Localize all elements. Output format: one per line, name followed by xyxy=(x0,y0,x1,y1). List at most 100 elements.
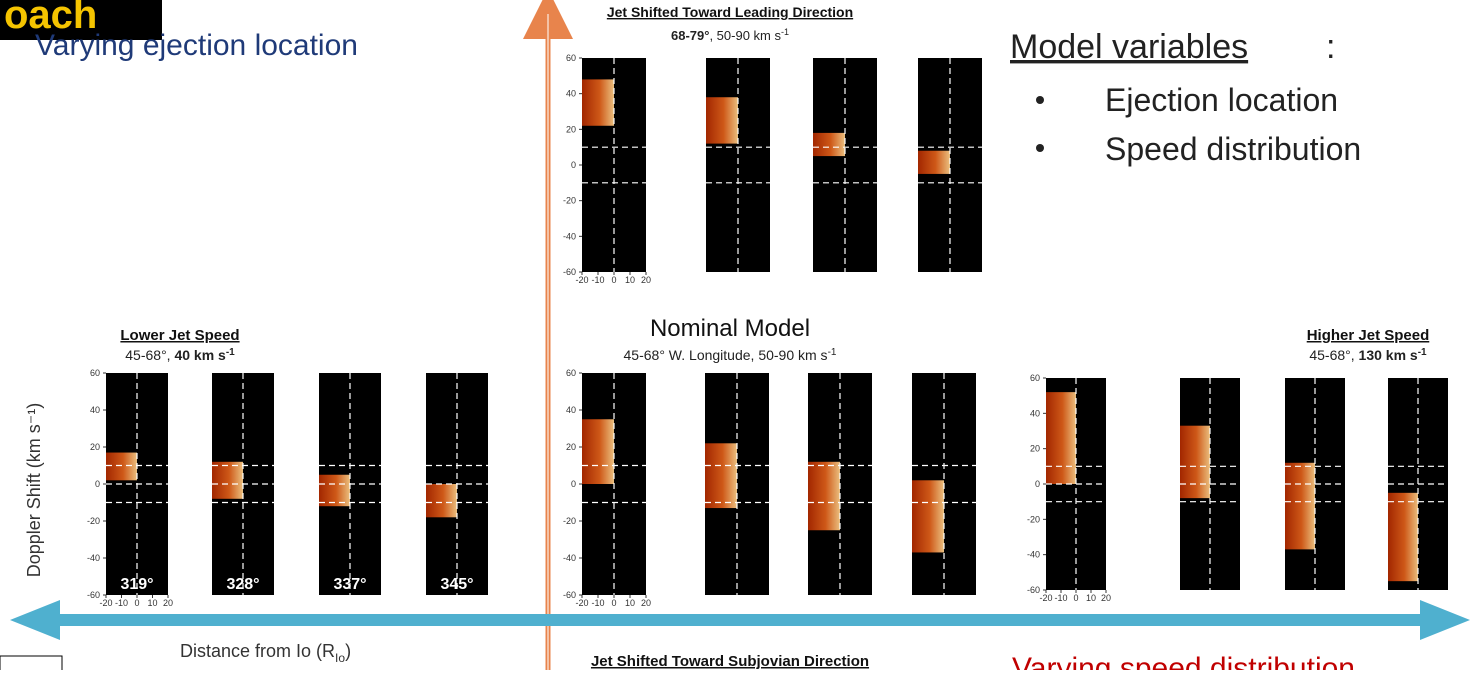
y-tick-label: 40 xyxy=(90,405,100,415)
y-tick-label: 0 xyxy=(95,479,100,489)
emission xyxy=(912,480,944,552)
emission xyxy=(319,475,350,506)
y-tick-label: 60 xyxy=(90,368,100,378)
slide-canvas: oach Varying ejection location Model var… xyxy=(0,0,1480,670)
emission xyxy=(918,151,950,174)
subtitle-superscript: -1 xyxy=(226,347,235,358)
x-axis-label-sub: Io xyxy=(335,651,345,665)
panel-subtitle: 45-68°, 130 km s-1 xyxy=(1309,347,1427,363)
x-tick-label: -20 xyxy=(575,598,588,608)
y-tick-label: -40 xyxy=(563,553,576,563)
bullet-dot xyxy=(1036,96,1044,104)
subtitle-part: 68-79° xyxy=(671,28,709,43)
x-tick-label: 10 xyxy=(147,598,157,608)
y-tick-label: 40 xyxy=(566,89,576,99)
x-tick-label: 20 xyxy=(641,598,651,608)
x-axis-label-main: Distance from Io (R xyxy=(180,641,335,661)
x-tick-label: 20 xyxy=(1101,593,1111,603)
y-tick-label: -40 xyxy=(87,553,100,563)
y-tick-label: -60 xyxy=(563,267,576,277)
y-tick-label: 40 xyxy=(1030,408,1040,418)
y-tick-label: 20 xyxy=(90,442,100,452)
x-tick-label: 0 xyxy=(611,598,616,608)
frame-label: 345° xyxy=(440,576,473,593)
panel-subtitle: 45-68° W. Longitude, 50-90 km s-1 xyxy=(624,347,837,363)
x-tick-label: 10 xyxy=(625,275,635,285)
bottom-title: Jet Shifted Toward Subjovian Direction xyxy=(591,653,869,670)
y-tick-label: 20 xyxy=(1030,444,1040,454)
y-tick-label: 40 xyxy=(566,405,576,415)
y-tick-label: 20 xyxy=(566,124,576,134)
x-tick-label: 10 xyxy=(625,598,635,608)
emission xyxy=(1388,493,1418,581)
bullet-dot xyxy=(1036,144,1044,152)
emission xyxy=(813,133,845,156)
panel-subtitle: 68-79°, 50-90 km s-1 xyxy=(671,27,789,43)
corner-box xyxy=(0,656,62,670)
bottom-right-note: Varying speed distribution xyxy=(1012,652,1355,670)
x-tick-label: -20 xyxy=(99,598,112,608)
subtitle-part: 45-68°, xyxy=(125,347,174,363)
subtitle-part: 45-68° W. Longitude, 50-90 km s xyxy=(624,347,828,363)
x-tick-label: 0 xyxy=(1073,593,1078,603)
model-colon: : xyxy=(1326,28,1335,66)
x-tick-label: -10 xyxy=(115,598,128,608)
panel-title: Lower Jet Speed xyxy=(120,327,239,344)
y-tick-label: -40 xyxy=(563,231,576,241)
bullet: Speed distribution xyxy=(1105,131,1361,167)
emission xyxy=(106,453,137,481)
x-tick-label: 0 xyxy=(611,275,616,285)
x-axis-label-end: ) xyxy=(345,641,351,661)
y-axis-label: Doppler Shift (km s⁻¹) xyxy=(24,403,44,578)
y-tick-label: -40 xyxy=(1027,550,1040,560)
y-tick-label: -60 xyxy=(87,590,100,600)
emission xyxy=(212,462,243,499)
x-tick-label: 10 xyxy=(1086,593,1096,603)
subtitle-part: , 50-90 km s xyxy=(709,28,781,43)
y-tick-label: 60 xyxy=(1030,373,1040,383)
subtitle-superscript: -1 xyxy=(781,27,789,37)
subtitle-superscript: -1 xyxy=(828,347,837,358)
y-tick-label: 0 xyxy=(571,479,576,489)
subtitle-part: 45-68°, xyxy=(1309,347,1358,363)
subtitle-part: 130 km s xyxy=(1359,347,1418,363)
model-heading: Model variables xyxy=(1010,28,1248,66)
emission xyxy=(706,97,738,143)
x-tick-label: 0 xyxy=(134,598,139,608)
y-tick-label: 60 xyxy=(566,368,576,378)
frame-label: 319° xyxy=(120,576,153,593)
y-tick-label: -60 xyxy=(1027,585,1040,595)
x-tick-label: -20 xyxy=(1039,593,1052,603)
emission xyxy=(1180,426,1210,498)
x-tick-label: -10 xyxy=(591,275,604,285)
y-tick-label: 60 xyxy=(566,53,576,63)
panel-subtitle: 45-68°, 40 km s-1 xyxy=(125,347,235,363)
emission xyxy=(426,484,457,517)
panel-title: Nominal Model xyxy=(650,315,810,342)
y-tick-label: -20 xyxy=(563,516,576,526)
x-tick-label: -20 xyxy=(575,275,588,285)
y-tick-label: -20 xyxy=(1027,514,1040,524)
y-tick-label: -60 xyxy=(563,590,576,600)
x-axis-label: Distance from Io (RIo) xyxy=(180,641,351,665)
bullet: Ejection location xyxy=(1105,82,1338,118)
emission xyxy=(582,419,614,484)
x-tick-label: 20 xyxy=(163,598,173,608)
y-tick-label: 0 xyxy=(1035,479,1040,489)
horizontal-arrow xyxy=(10,600,1470,640)
y-tick-label: -20 xyxy=(87,516,100,526)
y-tick-label: 20 xyxy=(566,442,576,452)
x-tick-label: -10 xyxy=(591,598,604,608)
y-tick-label: -20 xyxy=(563,196,576,206)
left-note: Varying ejection location xyxy=(35,29,358,62)
emission xyxy=(705,443,737,508)
emission xyxy=(1046,392,1076,484)
emission xyxy=(808,462,840,530)
emission xyxy=(1285,463,1315,550)
y-tick-label: 0 xyxy=(571,160,576,170)
x-tick-label: 20 xyxy=(641,275,651,285)
frame-label: 337° xyxy=(333,576,366,593)
panel-title: Jet Shifted Toward Leading Direction xyxy=(607,4,853,20)
emission xyxy=(582,79,614,125)
subtitle-part: 40 km s xyxy=(174,347,226,363)
